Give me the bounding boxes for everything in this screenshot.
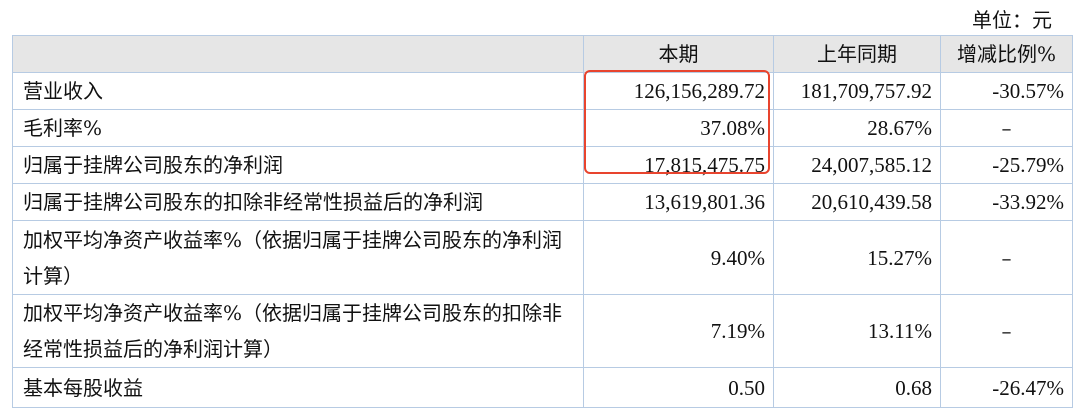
table-row: 加权平均净资产收益率%（依据归属于挂牌公司股东的扣除非经常性损益后的净利润计算）… (12, 294, 1073, 368)
change-value: -26.47% (940, 367, 1073, 408)
prior-value: 13.11% (773, 294, 941, 368)
change-value: – (940, 109, 1073, 147)
current-value: 17,815,475.75 (583, 146, 774, 184)
table-row: 归属于挂牌公司股东的净利润 17,815,475.75 24,007,585.12-… (12, 146, 1073, 184)
change-value: – (940, 220, 1073, 295)
table-row: 基本每股收益 0.50 0.68 -26.47% (12, 367, 1073, 408)
prior-value: 15.27% (773, 220, 941, 295)
row-label: 毛利率% (12, 109, 584, 147)
header-current: 本期 (583, 35, 774, 73)
row-label: 归属于挂牌公司股东的净利润 (12, 146, 584, 184)
row-label: 营业收入 (12, 72, 584, 110)
change-value: -25.79% (940, 146, 1073, 184)
table-row: 毛利率% 37.08% 28.67% – (12, 109, 1073, 147)
header-change: 增减比例% (940, 35, 1073, 73)
prior-value: 20,610,439.58 (773, 183, 941, 221)
header-row: 本期 上年同期 增减比例% (12, 35, 1073, 73)
header-prior: 上年同期 (773, 35, 941, 73)
financial-table: 本期 上年同期 增减比例% 营业收入 126,156,289.72 181,709,… (12, 35, 1073, 408)
change-value: – (940, 294, 1073, 368)
change-value: -33.92% (940, 183, 1073, 221)
prior-value: 24,007,585.12 (773, 146, 941, 184)
table-row: 加权平均净资产收益率%（依据归属于挂牌公司股东的净利润计算） 9.40% 15.27… (12, 220, 1073, 295)
prior-value: 0.68 (773, 367, 941, 408)
current-value: 13,619,801.36 (583, 183, 774, 221)
change-value: -30.57% (940, 72, 1073, 110)
table-row: 营业收入 126,156,289.72 181,709,757.92 -30.57% (12, 72, 1073, 110)
current-value: 37.08% (583, 109, 774, 147)
current-value: 7.19% (583, 294, 774, 368)
row-label: 归属于挂牌公司股东的扣除非经常性损益后的净利润 (12, 183, 584, 221)
prior-value: 181,709,757.92 (773, 72, 941, 110)
table-row: 归属于挂牌公司股东的扣除非经常性损益后的净利润 13,619,801.36 20,6… (12, 183, 1073, 221)
row-label: 基本每股收益 (12, 367, 584, 408)
header-item (12, 35, 584, 73)
current-value: 9.40% (583, 220, 774, 295)
row-label: 加权平均净资产收益率%（依据归属于挂牌公司股东的扣除非经常性损益后的净利润计算） (12, 294, 584, 368)
row-label: 加权平均净资产收益率%（依据归属于挂牌公司股东的净利润计算） (12, 220, 584, 295)
unit-label: 单位：元 (972, 8, 1052, 32)
current-value: 0.50 (583, 367, 774, 408)
current-value: 126,156,289.72 (583, 72, 774, 110)
prior-value: 28.67% (773, 109, 941, 147)
